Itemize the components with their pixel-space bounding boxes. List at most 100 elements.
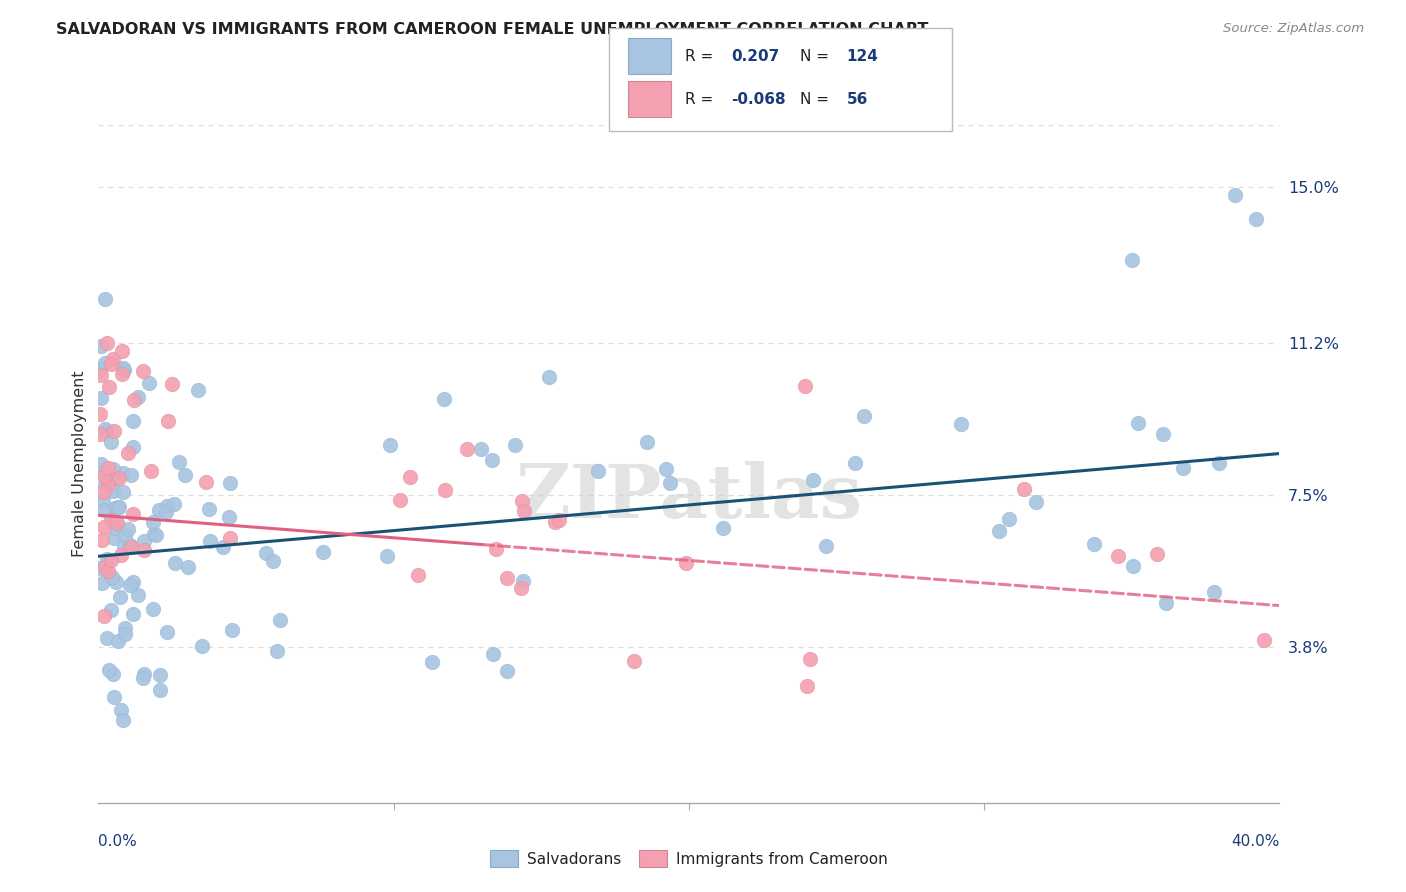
Point (118, 538, 141, 552)
Point (312, 544, 335, 558)
Point (1122, 559, 1144, 574)
Point (145, 528, 167, 542)
Point (1121, 253, 1143, 268)
Text: 56: 56 (846, 92, 868, 106)
Point (380, 438, 402, 452)
Point (111, 485, 134, 500)
Point (111, 343, 134, 358)
Point (104, 521, 127, 535)
Point (138, 376, 160, 390)
Point (1204, 584, 1226, 599)
Point (107, 634, 129, 648)
Point (544, 515, 567, 529)
Point (636, 434, 658, 449)
Point (588, 464, 610, 478)
Point (90, 339, 112, 353)
Point (122, 440, 145, 454)
Point (513, 504, 536, 518)
Point (114, 621, 136, 635)
Point (167, 455, 190, 469)
Point (156, 499, 179, 513)
Point (96, 335, 118, 350)
Text: 40.0%: 40.0% (1232, 834, 1279, 849)
Point (94, 421, 117, 435)
Text: SALVADORAN VS IMMIGRANTS FROM CAMEROON FEMALE UNEMPLOYMENT CORRELATION CHART: SALVADORAN VS IMMIGRANTS FROM CAMEROON F… (56, 22, 928, 37)
Point (111, 361, 134, 376)
Text: ZIPatlas: ZIPatlas (516, 461, 862, 534)
Point (1025, 495, 1047, 509)
Point (1208, 456, 1230, 470)
Point (93, 520, 115, 534)
Point (194, 475, 217, 490)
Point (122, 393, 145, 408)
Point (107, 471, 129, 485)
Point (803, 473, 825, 487)
Point (112, 540, 135, 554)
Point (90, 465, 112, 479)
Point (658, 476, 681, 491)
Point (93, 608, 115, 623)
Point (852, 409, 875, 424)
Point (1012, 483, 1035, 497)
Point (505, 438, 527, 452)
Point (221, 623, 243, 637)
Point (139, 464, 162, 478)
Point (91, 485, 114, 500)
Point (89, 407, 111, 421)
Point (132, 542, 155, 557)
Point (101, 461, 124, 475)
Point (103, 531, 125, 545)
Point (375, 549, 398, 564)
Point (94, 477, 117, 491)
Point (510, 493, 533, 508)
Point (108, 590, 131, 604)
Point (177, 560, 200, 574)
Point (97, 564, 120, 578)
Text: -0.068: -0.068 (731, 92, 786, 106)
Point (510, 582, 533, 596)
Point (91, 576, 114, 591)
Point (114, 528, 136, 542)
Point (90, 457, 112, 471)
Point (162, 376, 183, 391)
Point (111, 466, 134, 480)
Point (142, 602, 165, 616)
Point (1156, 596, 1178, 610)
Point (254, 546, 277, 560)
Point (433, 483, 456, 498)
Point (1223, 187, 1246, 202)
Text: 0.0%: 0.0% (98, 834, 138, 849)
Text: Source: ZipAtlas.com: Source: ZipAtlas.com (1223, 22, 1364, 36)
Point (134, 667, 156, 681)
Point (112, 713, 135, 727)
Point (148, 503, 170, 517)
Text: N =: N = (800, 92, 830, 106)
Point (103, 690, 125, 704)
Point (111, 367, 134, 381)
Point (156, 414, 179, 428)
Point (89, 361, 111, 376)
Point (156, 624, 179, 639)
Point (799, 652, 821, 666)
Point (1152, 426, 1174, 441)
Point (94, 292, 117, 306)
Y-axis label: Female Unemployment: Female Unemployment (72, 370, 87, 558)
Point (122, 607, 145, 621)
Point (93, 494, 115, 508)
Text: N =: N = (800, 49, 830, 63)
Point (420, 655, 443, 669)
Point (655, 462, 678, 476)
Point (107, 500, 129, 514)
Point (433, 392, 456, 406)
Point (127, 390, 149, 404)
Point (269, 614, 291, 628)
Point (399, 470, 422, 484)
Point (162, 497, 184, 511)
Point (132, 671, 155, 685)
Point (998, 512, 1021, 526)
Point (93, 469, 115, 483)
Point (122, 414, 145, 428)
Point (191, 639, 214, 653)
Point (165, 556, 187, 570)
Point (100, 570, 122, 584)
